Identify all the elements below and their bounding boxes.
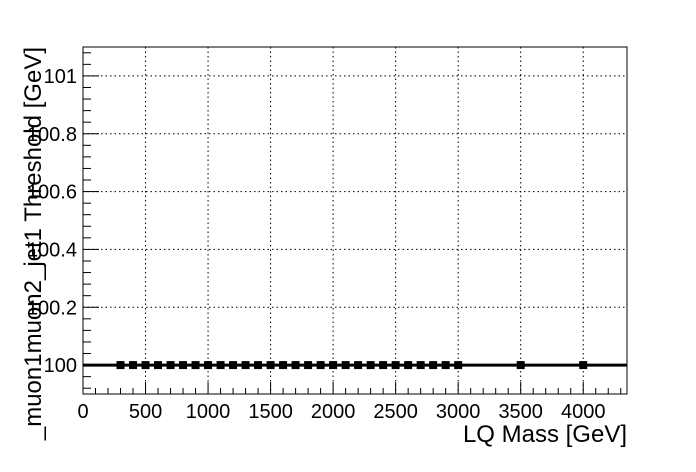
data-point	[116, 361, 125, 370]
y-tick-label: 100.2	[27, 297, 77, 319]
data-point	[416, 361, 425, 370]
data-point	[304, 361, 313, 370]
data-point	[379, 361, 388, 370]
data-point	[516, 361, 525, 370]
data-point	[366, 361, 375, 370]
data-point	[229, 361, 238, 370]
data-point	[279, 361, 288, 370]
data-point	[166, 361, 175, 370]
data-point	[241, 361, 250, 370]
data-point	[141, 361, 150, 370]
x-axis-title: LQ Mass [GeV]	[463, 421, 627, 448]
x-tick-label: 0	[77, 401, 88, 423]
data-point	[354, 361, 363, 370]
data-point	[341, 361, 350, 370]
data-point	[179, 361, 188, 370]
x-tick-label: 2000	[311, 401, 356, 423]
data-point	[454, 361, 463, 370]
data-point	[254, 361, 263, 370]
data-point	[191, 361, 200, 370]
y-tick-label: 100.4	[27, 239, 77, 261]
x-tick-labels: 0 500 1000 1500 2000 2500 3000 3500 4000	[77, 401, 605, 423]
data-point	[129, 361, 138, 370]
data-point	[579, 361, 588, 370]
y-axis-title: _muon1muon2_jet1 Threshold [GeV]	[20, 47, 47, 441]
x-tick-label: 2500	[373, 401, 418, 423]
data-point	[266, 361, 275, 370]
data-point	[316, 361, 325, 370]
x-tick-label: 1500	[248, 401, 293, 423]
y-tick-label: 101	[44, 66, 77, 88]
x-tick-label: 500	[129, 401, 162, 423]
y-tick-label: 100	[44, 355, 77, 377]
data-point	[154, 361, 163, 370]
data-point	[404, 361, 413, 370]
data-point	[441, 361, 450, 370]
plot-border	[82, 46, 628, 395]
data-point	[204, 361, 213, 370]
plot-frame	[82, 46, 628, 395]
data-point	[329, 361, 338, 370]
y-tick-label: 100.6	[27, 182, 77, 204]
grid	[83, 47, 627, 394]
axis-ticks	[82, 52, 622, 394]
x-tick-label: 4000	[561, 401, 606, 423]
data-points	[116, 361, 588, 370]
data-point	[216, 361, 225, 370]
y-tick-labels: 100 100.2 100.4 100.6 100.8 101	[27, 66, 77, 377]
x-tick-label: 3000	[436, 401, 481, 423]
x-tick-label: 3500	[498, 401, 543, 423]
data-point	[391, 361, 400, 370]
data-point	[429, 361, 438, 370]
data-point	[291, 361, 300, 370]
y-tick-label: 100.8	[27, 124, 77, 146]
x-tick-label: 1000	[186, 401, 231, 423]
